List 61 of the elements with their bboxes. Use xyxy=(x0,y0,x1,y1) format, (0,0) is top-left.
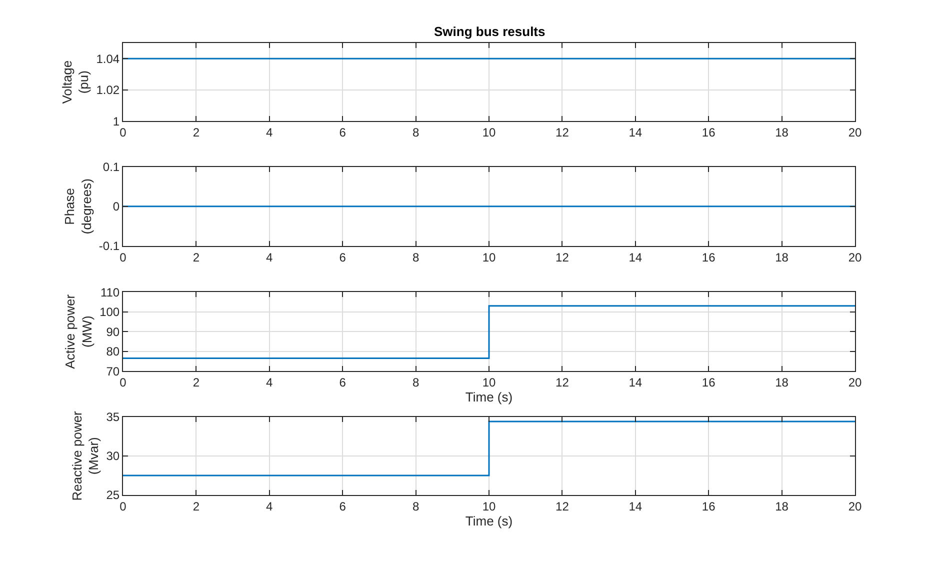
chart-title: Swing bus results xyxy=(434,24,546,39)
y-axis-title: Phase (degrees) xyxy=(62,178,94,234)
x-tick-label: 10 xyxy=(482,250,496,264)
y-tick-label: -0.1 xyxy=(98,239,120,254)
y-tick-label: 35 xyxy=(106,410,120,424)
x-tick-label: 20 xyxy=(848,126,862,140)
x-tick-label: 6 xyxy=(339,250,346,264)
x-tick-label: 16 xyxy=(702,499,716,514)
y-tick-label: 110 xyxy=(100,285,120,300)
x-axis-title: Time (s) xyxy=(465,513,513,528)
x-tick-label: 18 xyxy=(775,376,789,390)
x-tick-label: 4 xyxy=(266,250,274,264)
y-tick-label: 30 xyxy=(106,449,120,464)
y-axis-title: Active power (MW) xyxy=(62,294,95,369)
x-tick-label: 14 xyxy=(628,376,642,390)
y-tick-label: 1.02 xyxy=(96,83,120,98)
y-axis-title: Voltage (pu) xyxy=(59,60,92,104)
x-tick-label: 16 xyxy=(702,250,716,264)
x-tick-label: 6 xyxy=(339,126,346,140)
x-tick-label: 12 xyxy=(556,499,570,514)
x-tick-label: 16 xyxy=(702,126,716,140)
x-tick-label: 14 xyxy=(628,126,642,140)
x-tick-label: 18 xyxy=(775,499,789,514)
y-tick-label: 100 xyxy=(100,305,120,320)
x-tick-label: 8 xyxy=(412,126,420,140)
y-tick-label: 1.04 xyxy=(96,52,120,66)
x-tick-label: 6 xyxy=(339,376,346,390)
x-tick-label: 6 xyxy=(339,499,346,514)
x-tick-label: 8 xyxy=(412,250,420,264)
x-tick-label: 2 xyxy=(192,376,200,390)
x-tick-label: 18 xyxy=(775,250,789,264)
x-tick-label: 12 xyxy=(556,376,570,390)
y-tick-label: 80 xyxy=(106,344,120,359)
y-tick-label: 25 xyxy=(106,488,120,502)
x-tick-label: 2 xyxy=(192,499,200,514)
y-axis-title: Reactive power (Mvar) xyxy=(69,410,102,501)
x-tick-label: 20 xyxy=(848,376,862,390)
y-tick-label: 0 xyxy=(112,200,120,214)
x-tick-label: 4 xyxy=(266,126,274,140)
x-tick-label: 12 xyxy=(556,250,570,264)
x-tick-label: 12 xyxy=(556,126,570,140)
x-tick-label: 14 xyxy=(628,499,642,514)
x-tick-label: 8 xyxy=(412,376,420,390)
y-tick-label: 0.1 xyxy=(102,160,120,174)
x-tick-label: 8 xyxy=(412,499,420,514)
x-tick-label: 4 xyxy=(266,376,274,390)
x-tick-label: 10 xyxy=(482,126,496,140)
x-tick-label: 20 xyxy=(848,250,862,264)
y-tick-label: 1 xyxy=(112,114,120,128)
x-tick-label: 2 xyxy=(192,126,200,140)
y-tick-label: 70 xyxy=(106,364,120,378)
x-tick-label: 2 xyxy=(192,250,200,264)
x-tick-label: 20 xyxy=(848,499,862,514)
y-tick-label: 90 xyxy=(106,324,120,339)
x-tick-label: 18 xyxy=(775,126,789,140)
x-tick-label: 10 xyxy=(482,499,496,514)
x-axis-title: Time (s) xyxy=(465,390,513,405)
x-tick-label: 16 xyxy=(702,376,716,390)
x-tick-label: 10 xyxy=(482,376,496,390)
x-tick-label: 14 xyxy=(628,250,642,264)
x-tick-label: 4 xyxy=(266,499,274,514)
